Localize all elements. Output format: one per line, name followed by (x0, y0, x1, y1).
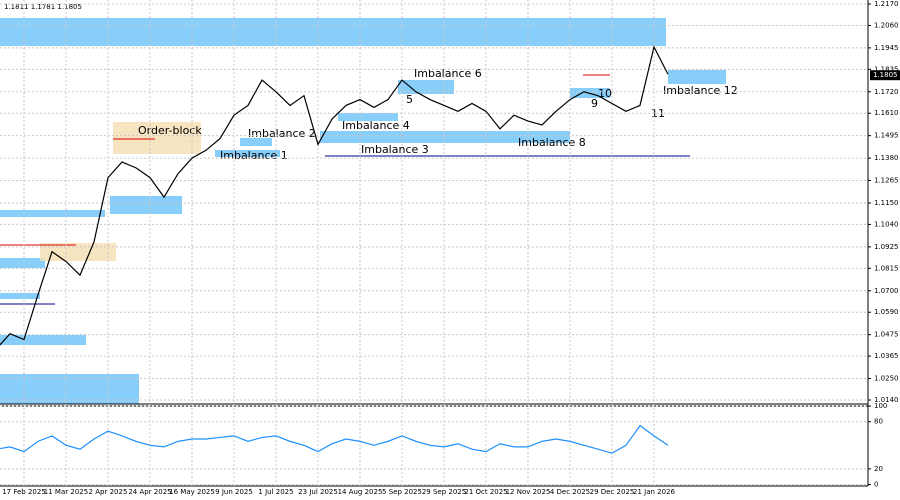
zone (0, 293, 40, 299)
y-tick-label: 80 (874, 418, 883, 426)
zone (0, 18, 666, 46)
annotation: Imbalance 8 (518, 136, 586, 149)
annotation: 10 (598, 87, 612, 100)
y-tick-label: 1.1040 (874, 220, 899, 228)
y-tick-label: 1.1720 (874, 88, 899, 96)
x-tick-label: 24 Apr 2025 (128, 488, 171, 496)
price-label-box (870, 70, 900, 81)
y-tick-label: 1.1495 (874, 132, 899, 140)
y-tick-label: 1.0815 (874, 264, 899, 272)
y-tick-label: 1.2170 (874, 0, 899, 8)
annotation: Imbalance 4 (342, 119, 410, 132)
zone (668, 70, 726, 84)
zone (320, 131, 570, 143)
rsi-line (0, 424, 669, 454)
zone (338, 113, 398, 121)
x-tick-label: 1 Jul 2025 (258, 488, 293, 496)
order-block (113, 122, 201, 154)
y-tick-label: 1.0700 (874, 287, 899, 295)
x-tick-label: 4 Dec 2025 (550, 488, 590, 496)
x-tick-label: 29 Sep 2025 (422, 488, 466, 496)
annotation: 5 (406, 93, 413, 106)
x-tick-label: 11 Mar 2025 (44, 488, 88, 496)
annotation: Imbalance 2 (248, 127, 316, 140)
price-line (0, 45, 669, 346)
x-tick-label: 29 Dec 2025 (590, 488, 635, 496)
zone (0, 335, 86, 345)
x-tick-label: 12 Nov 2025 (506, 488, 551, 496)
zone (398, 80, 454, 94)
y-tick-label: 20 (874, 465, 883, 473)
header: 1.1811 1.1781 1.1805 (4, 3, 82, 11)
y-tick-label: 1.1610 (874, 109, 899, 117)
y-tick-label: 1.0925 (874, 243, 899, 251)
zones (0, 18, 726, 404)
y-tick-label: 1.1835 (874, 65, 899, 73)
annotation: Imbalance 12 (663, 84, 738, 97)
annotation: Imbalance 1 (220, 149, 288, 162)
zone (0, 258, 45, 268)
zone (0, 210, 105, 217)
annotation: Order-block (138, 124, 202, 137)
y-tick-label: 1.1265 (874, 177, 899, 185)
y-tick-label: 1.0365 (874, 352, 899, 360)
x-tick-label: 21 Jan 2026 (633, 488, 676, 496)
x-tick-label: 21 Oct 2025 (464, 488, 507, 496)
y-tick-label: 1.0140 (874, 396, 899, 404)
y-tick-label: 100 (874, 402, 887, 410)
y-tick-label: 1.1150 (874, 199, 899, 207)
annotation: Imbalance 6 (414, 67, 482, 80)
zone (240, 138, 272, 146)
price-label: 1.1805 (873, 71, 898, 79)
y-tick-label: 1.0475 (874, 331, 899, 339)
annotation: 9 (591, 97, 598, 110)
y-tick-label: 1.0590 (874, 308, 899, 316)
y-tick-label: 1.2060 (874, 21, 899, 29)
annotation: Imbalance 3 (361, 143, 429, 156)
y-tick-label: 0 (874, 481, 878, 489)
x-tick-label: 16 May 2025 (169, 488, 215, 496)
x-tick-label: 5 Sep 2025 (382, 488, 422, 496)
x-tick-label: 14 Aug 2025 (338, 488, 383, 496)
zone (110, 196, 182, 214)
y-tick-label: 1.0250 (874, 375, 899, 383)
x-tick-label: 23 Jul 2025 (298, 488, 338, 496)
y-tick-label: 1.1945 (874, 44, 899, 52)
y-tick-label: 1.1380 (874, 154, 899, 162)
x-tick-label: 2 Apr 2025 (89, 488, 128, 496)
zone (215, 150, 280, 157)
x-tick-label: 17 Feb 2025 (2, 488, 46, 496)
x-tick-label: 9 Jun 2025 (215, 488, 253, 496)
